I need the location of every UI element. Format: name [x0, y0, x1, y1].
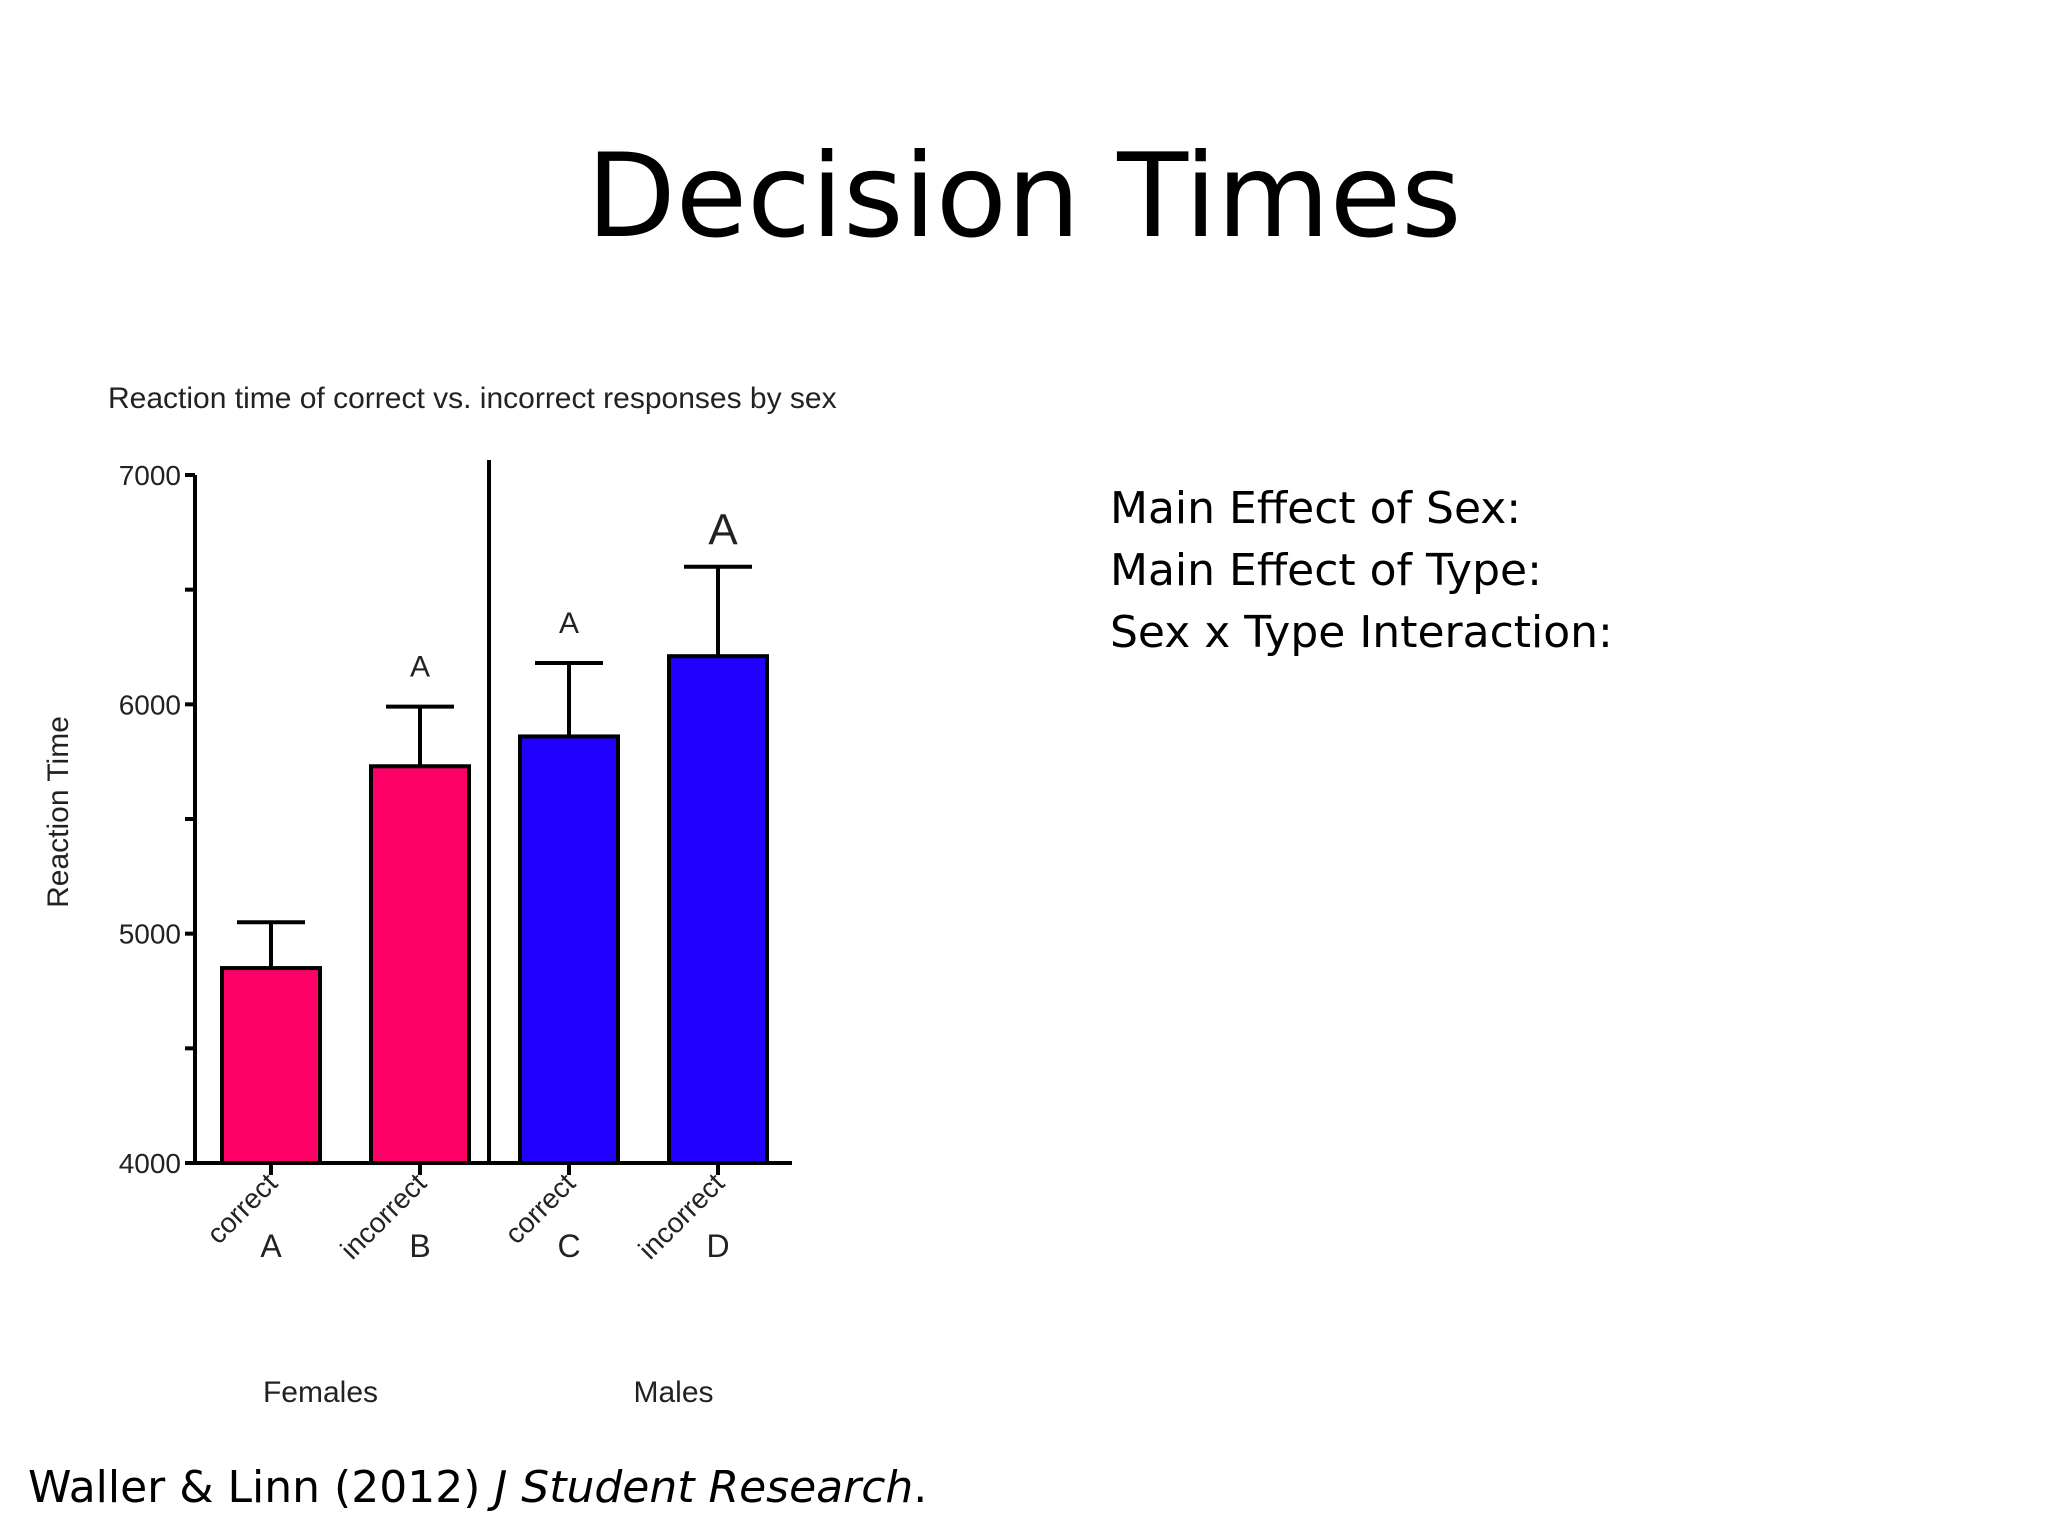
- bar-b: [369, 764, 471, 1166]
- effects-list: Main Effect of Sex: Main Effect of Type:…: [1110, 478, 1613, 664]
- chart-title: Reaction time of correct vs. incorrect r…: [108, 382, 837, 415]
- bar-d: [667, 654, 769, 1165]
- category-letter: A: [260, 1228, 282, 1264]
- significance-label: A: [559, 607, 579, 640]
- y-tick-label: 5000: [119, 919, 181, 950]
- y-tick-label: 6000: [119, 689, 181, 720]
- y-axis-label: Reaction Time: [42, 716, 75, 908]
- group-label-females: Females: [263, 1376, 378, 1409]
- significance-label: A: [410, 651, 430, 684]
- main-effect-sex: Main Effect of Sex:: [1110, 483, 1522, 534]
- bar-a: [220, 966, 322, 1165]
- main-effect-type: Main Effect of Type:: [1110, 545, 1542, 596]
- citation-end: .: [913, 1462, 928, 1513]
- citation-authors: Waller & Linn (2012): [28, 1462, 495, 1513]
- significance-label: A: [708, 506, 738, 555]
- group-label-males: Males: [633, 1376, 713, 1409]
- category-letter: D: [706, 1228, 729, 1264]
- slide-title: Decision Times: [586, 129, 1462, 264]
- y-tick-label: 7000: [119, 460, 181, 491]
- citation: Waller & Linn (2012) J Student Research.: [28, 1460, 927, 1516]
- category-letter: B: [409, 1228, 430, 1264]
- category-letter: C: [557, 1228, 580, 1264]
- y-tick-label: 4000: [119, 1148, 181, 1179]
- citation-journal: J Student Research: [494, 1462, 914, 1513]
- interaction-effect: Sex x Type Interaction:: [1110, 607, 1613, 658]
- bar-c: [518, 734, 620, 1165]
